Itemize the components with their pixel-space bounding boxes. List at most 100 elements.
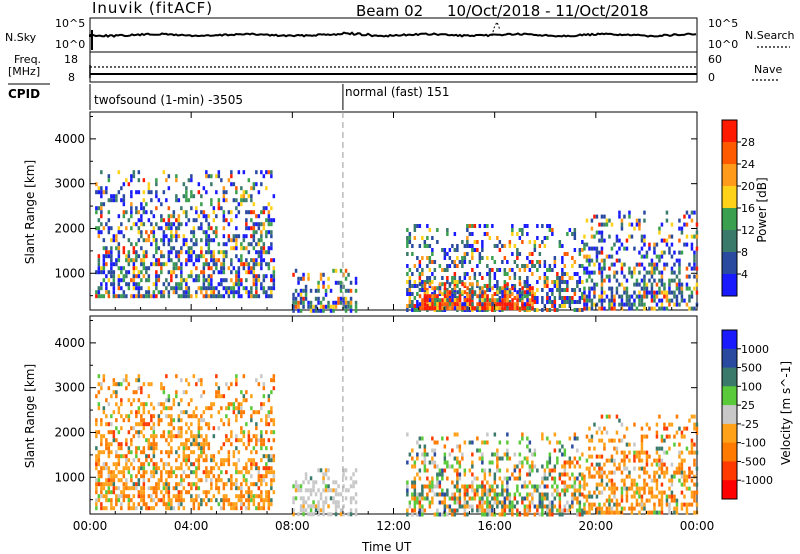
power-cell bbox=[595, 254, 599, 259]
power-cell bbox=[481, 294, 484, 299]
velocity-ytick-label: 1000 bbox=[54, 470, 85, 484]
velocity-cell bbox=[413, 476, 417, 481]
power-cell bbox=[155, 246, 158, 251]
velocity-cell bbox=[202, 410, 206, 415]
power-cell bbox=[458, 260, 462, 264]
power-cell bbox=[538, 260, 542, 264]
power-cell bbox=[130, 210, 133, 215]
velocity-cell bbox=[503, 504, 507, 509]
velocity-cell bbox=[645, 422, 649, 427]
power-cell bbox=[528, 298, 532, 303]
velocity-cell bbox=[140, 422, 143, 427]
velocity-cell bbox=[95, 482, 98, 487]
velocity-cell bbox=[623, 466, 626, 471]
velocity-cell bbox=[235, 466, 238, 471]
power-cell bbox=[643, 306, 646, 311]
velocity-cell bbox=[448, 504, 452, 509]
power-cell bbox=[583, 266, 586, 271]
power-cell bbox=[180, 286, 183, 291]
velocity-cell bbox=[650, 486, 654, 491]
power-cell bbox=[448, 306, 452, 311]
velocity-cell bbox=[177, 402, 181, 407]
power-cell bbox=[297, 308, 300, 313]
power-cell bbox=[483, 306, 487, 311]
power-cell bbox=[650, 294, 654, 299]
velocity-cell bbox=[660, 494, 664, 499]
velocity-cell bbox=[486, 432, 489, 437]
power-cell bbox=[157, 274, 161, 279]
velocity-cell bbox=[566, 488, 569, 493]
velocity-cell bbox=[571, 492, 574, 497]
velocity-cell bbox=[546, 504, 549, 509]
power-cell bbox=[650, 290, 654, 295]
power-cell bbox=[150, 262, 153, 267]
power-cell bbox=[142, 294, 146, 299]
velocity-cell bbox=[653, 494, 656, 499]
velocity-cell bbox=[573, 480, 577, 485]
power-cell bbox=[242, 234, 246, 239]
velocity-cell bbox=[433, 440, 437, 445]
velocity-cell bbox=[558, 500, 562, 505]
power-cell bbox=[312, 308, 315, 313]
power-cell bbox=[180, 274, 183, 279]
velocity-cell bbox=[571, 472, 574, 477]
velocity-cell bbox=[157, 466, 161, 471]
power-cell bbox=[513, 272, 517, 276]
power-cell bbox=[581, 308, 584, 312]
velocity-cell bbox=[117, 446, 121, 451]
velocity-cell bbox=[337, 484, 340, 489]
velocity-cell bbox=[513, 452, 517, 457]
velocity-cell bbox=[488, 492, 492, 497]
velocity-cell bbox=[496, 500, 499, 505]
power-cell bbox=[600, 270, 604, 275]
velocity-cell bbox=[431, 436, 434, 441]
velocity-cell bbox=[658, 446, 661, 451]
velocity-cell bbox=[167, 406, 171, 411]
velocity-cell bbox=[551, 500, 554, 505]
velocity-cell bbox=[660, 490, 664, 495]
power-cell bbox=[150, 230, 153, 235]
velocity-cell bbox=[436, 472, 439, 477]
velocity-cell bbox=[317, 508, 320, 513]
velocity-cell bbox=[585, 494, 589, 499]
power-cell bbox=[319, 304, 323, 309]
power-cell bbox=[526, 302, 529, 307]
power-cell bbox=[107, 250, 111, 255]
velocity-cell bbox=[493, 488, 497, 493]
power-cell bbox=[653, 298, 656, 303]
power-cell bbox=[593, 302, 596, 307]
power-cell bbox=[598, 294, 601, 299]
power-cell bbox=[137, 230, 141, 235]
velocity-cell bbox=[620, 510, 624, 515]
power-cell bbox=[473, 240, 477, 244]
velocity-cell bbox=[172, 486, 176, 491]
velocity-cell bbox=[167, 414, 171, 419]
xlabel: Time UT bbox=[362, 540, 412, 554]
velocity-cell bbox=[578, 500, 582, 505]
power-cell bbox=[613, 306, 616, 311]
power-cell bbox=[573, 232, 577, 236]
velocity-cell bbox=[212, 454, 216, 459]
power-cell bbox=[478, 256, 482, 260]
power-cell bbox=[145, 230, 148, 235]
power-cell bbox=[413, 284, 417, 288]
power-cell bbox=[645, 290, 649, 295]
power-cell bbox=[135, 274, 138, 279]
power-cell bbox=[426, 306, 429, 311]
power-cell bbox=[461, 306, 464, 311]
power-cell bbox=[585, 218, 589, 223]
velocity-cell bbox=[105, 466, 108, 471]
power-colorbar-swatch bbox=[722, 274, 737, 297]
velocity-cell bbox=[508, 500, 512, 505]
power-cell bbox=[638, 298, 641, 303]
velocity-cell bbox=[670, 474, 674, 479]
velocity-cell bbox=[501, 500, 504, 505]
velocity-cell bbox=[503, 500, 507, 505]
velocity-cell bbox=[413, 504, 417, 509]
velocity-cell bbox=[299, 508, 303, 513]
velocity-cell bbox=[463, 500, 467, 505]
power-cell bbox=[110, 238, 113, 243]
power-cell bbox=[247, 194, 251, 199]
velocity-cell bbox=[446, 460, 449, 465]
power-cell bbox=[468, 298, 472, 303]
